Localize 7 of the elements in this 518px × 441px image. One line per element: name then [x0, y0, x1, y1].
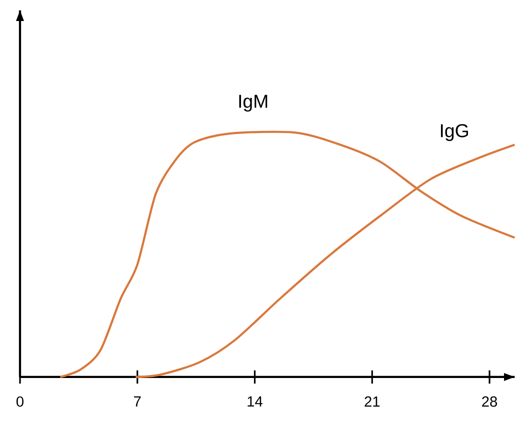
- series-label: IgM: [239, 94, 268, 112]
- x-tick-label: 7: [134, 396, 141, 406]
- x-tick-label: 14: [248, 396, 262, 406]
- x-tick-label: 21: [364, 396, 380, 407]
- x-tick-label: 28: [482, 396, 498, 407]
- x-tick-label: 0: [16, 396, 24, 407]
- series-label: IgG: [440, 124, 468, 141]
